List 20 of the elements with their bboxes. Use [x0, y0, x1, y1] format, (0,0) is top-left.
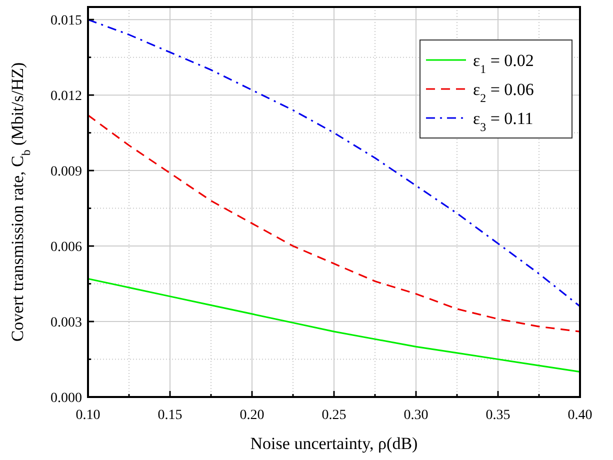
y-tick-label: 0.009: [50, 164, 82, 180]
y-tick-label: 0.003: [50, 315, 82, 330]
x-tick-label: 0.40: [568, 408, 592, 423]
x-tick-label: 0.10: [76, 408, 100, 423]
x-tick-label: 0.25: [322, 408, 346, 423]
x-tick-label: 0.35: [486, 408, 510, 423]
y-tick-label: 0.012: [50, 88, 82, 104]
legend-label: ε$_{1}$ = 0.02: [473, 50, 534, 76]
line-series: [87, 278, 581, 373]
x-tick-label: 0.30: [404, 408, 428, 423]
y-tick-label: 0.000: [50, 390, 82, 406]
y-tick-label: 0.015: [50, 13, 82, 28]
x-tick-label: 0.15: [158, 408, 182, 423]
x-tick-label: 0.20: [240, 408, 264, 423]
x-axis-title: Noise uncertainty, ρ(dB): [250, 434, 418, 453]
line-series: [87, 18, 581, 308]
line-series: [87, 114, 581, 332]
legend-label: ε$_{3}$ = 0.11: [473, 108, 534, 134]
y-tick-label: 0.006: [50, 240, 82, 255]
legend-label: ε$_{2}$ = 0.06: [473, 80, 534, 105]
